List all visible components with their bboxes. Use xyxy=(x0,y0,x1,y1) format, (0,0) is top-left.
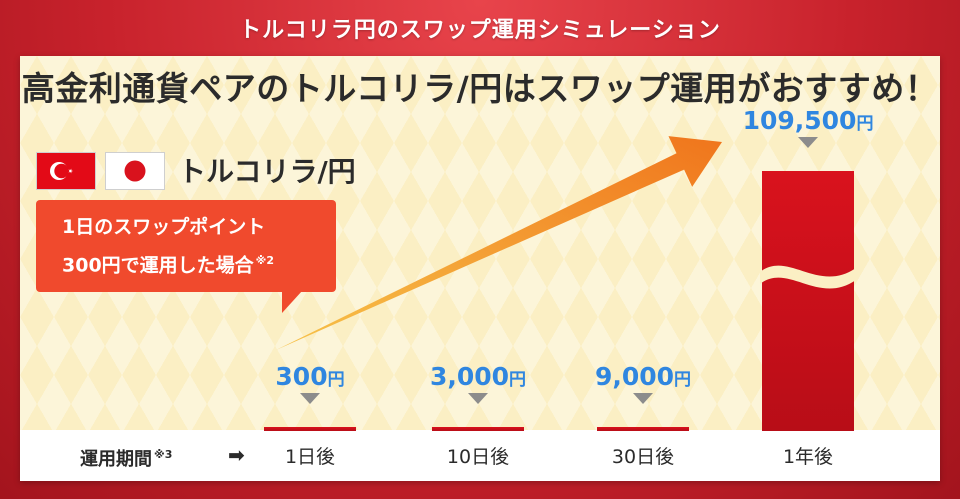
japan-flag-icon xyxy=(105,152,165,190)
bar-3 xyxy=(597,427,689,431)
value-pointer-4 xyxy=(798,137,818,148)
callout-note: ※2 xyxy=(255,254,275,267)
axis-title-note: ※3 xyxy=(154,448,173,461)
callout-tail xyxy=(282,291,302,313)
value-pointer-3 xyxy=(633,393,653,404)
right-arrow-icon: ➡ xyxy=(228,443,245,467)
value-label-3: 9,000円 xyxy=(595,362,691,391)
bar-1 xyxy=(264,427,356,431)
bar-2 xyxy=(432,427,524,431)
banner: トルコリラ円のスワップ運用シミュレーション xyxy=(0,0,960,56)
category-label-2: 10日後 xyxy=(447,446,509,468)
category-label-1: 1日後 xyxy=(285,446,335,468)
category-label-3: 30日後 xyxy=(612,446,674,468)
value-label-1: 300円 xyxy=(275,362,344,391)
value-label-4: 109,500円 xyxy=(743,106,874,135)
bar-4 xyxy=(762,171,854,431)
axis-title-text: 運用期間 xyxy=(80,449,152,470)
trend-arrow xyxy=(276,136,722,350)
value-label-2: 3,000円 xyxy=(430,362,526,391)
callout-bubble: 1日のスワップポイント 300円で運用した場合 ※2 xyxy=(36,200,336,292)
value-pointer-2 xyxy=(468,393,488,404)
axis-break-wave xyxy=(760,265,856,289)
category-label-4: 1年後 xyxy=(783,446,833,468)
banner-title: トルコリラ円のスワップ運用シミュレーション xyxy=(239,18,721,43)
axis-title: 運用期間 ※3 xyxy=(80,445,172,471)
axis-footer: 運用期間 ※3 ➡ xyxy=(20,430,940,481)
currency-pair-label: トルコリラ/円 xyxy=(178,155,356,188)
turkey-flag-icon xyxy=(36,152,96,190)
value-pointer-1 xyxy=(300,393,320,404)
callout-line-1: 1日のスワップポイント xyxy=(62,216,266,238)
headline: 高金利通貨ペアのトルコリラ/円はスワップ運用がおすすめ！ xyxy=(21,69,939,108)
callout-line-2: 300円で運用した場合 xyxy=(62,254,254,277)
